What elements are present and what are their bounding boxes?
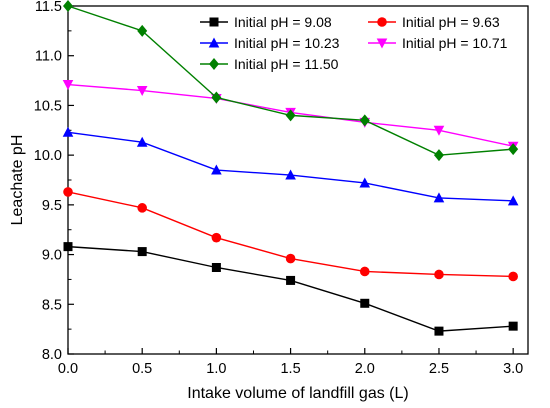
x-tick-label: 0.0: [58, 361, 78, 377]
data-point-2: [136, 136, 148, 147]
x-tick-label: 1.5: [280, 361, 300, 377]
data-point-1: [211, 232, 222, 243]
y-tick-label: 8.0: [42, 347, 62, 363]
y-axis-title: Leachate pH: [9, 135, 26, 226]
data-point-3: [136, 86, 148, 97]
x-tick-label: 2.0: [355, 361, 375, 377]
legend-marker: [376, 38, 388, 49]
data-point-1: [63, 187, 73, 197]
y-tick-label: 9.0: [42, 248, 62, 264]
data-point-4: [508, 143, 519, 156]
y-tick-label: 9.5: [42, 198, 62, 214]
data-point-1: [285, 253, 296, 264]
x-tick-label: 0.5: [132, 361, 152, 377]
data-point-2: [433, 192, 445, 203]
data-point-0: [286, 275, 296, 285]
legend-label: Initial pH = 9.63: [402, 14, 500, 30]
x-axis-title: Intake volume of landfill gas (L): [187, 385, 408, 402]
data-point-4: [63, 0, 73, 12]
data-point-4: [433, 149, 444, 162]
y-tick-label: 11.5: [35, 0, 62, 15]
x-tick-label: 3.0: [503, 361, 523, 377]
data-point-0: [434, 326, 444, 336]
data-point-2: [211, 164, 222, 175]
y-tick-label: 10.0: [34, 148, 62, 164]
data-point-2: [507, 195, 519, 206]
legend-label: Initial pH = 10.71: [402, 35, 508, 51]
data-point-1: [359, 266, 370, 277]
legend-label: Initial pH = 9.08: [234, 14, 332, 30]
series-line-1: [67, 191, 514, 278]
data-point-4: [359, 114, 370, 127]
legend-marker: [209, 58, 219, 70]
series-line-2: [67, 131, 514, 202]
data-point-0: [508, 321, 518, 331]
data-point-2: [285, 169, 296, 180]
data-point-0: [63, 242, 73, 252]
data-point-0: [137, 247, 147, 257]
data-point-4: [285, 109, 296, 122]
legend-marker: [377, 17, 387, 27]
data-point-1: [434, 269, 444, 280]
y-tick-label: 11.0: [35, 49, 62, 65]
data-point-3: [62, 80, 74, 91]
y-tick-label: 10.5: [34, 98, 62, 114]
data-point-0: [211, 262, 221, 272]
data-point-4: [137, 24, 148, 37]
legend-label: Initial pH = 11.50: [234, 56, 339, 72]
data-point-0: [360, 298, 370, 308]
y-tick-label: 8.5: [42, 297, 62, 313]
legend-marker: [209, 17, 219, 27]
data-point-2: [359, 177, 371, 188]
legend-marker: [208, 37, 220, 48]
plot-area: 0.0 0.5 1.0 1.5 2.0 2.5 3.0 8.0 8.5 9.0 9.5 10.0 10.…: [9, 0, 529, 402]
x-tick-label: 1.0: [206, 361, 226, 377]
x-tick-label: 2.5: [429, 361, 449, 377]
legend-label: Initial pH = 10.23: [234, 35, 340, 51]
data-point-1: [508, 271, 518, 282]
data-point-1: [137, 203, 147, 213]
data-point-4: [211, 91, 222, 104]
data-point-2: [62, 126, 74, 137]
data-point-3: [433, 125, 445, 136]
